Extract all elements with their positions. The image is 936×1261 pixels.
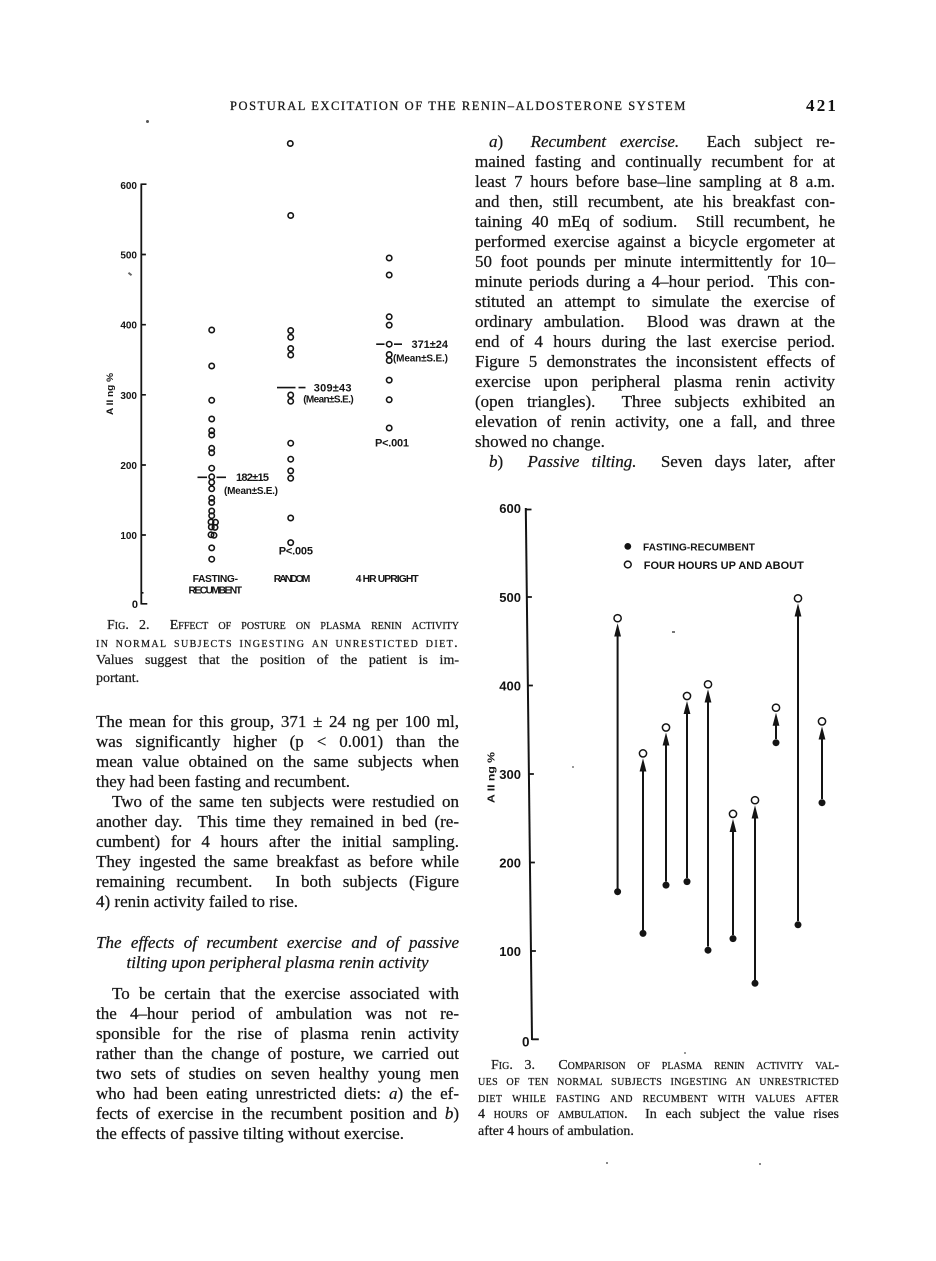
svg-text:FOUR HOURS UP AND ABOUT: FOUR HOURS UP AND ABOUT bbox=[644, 560, 804, 572]
svg-text:4 HR UPRIGHT: 4 HR UPRIGHT bbox=[356, 574, 420, 585]
svg-text:300: 300 bbox=[120, 391, 137, 402]
svg-text:300: 300 bbox=[499, 767, 521, 782]
svg-text:600: 600 bbox=[120, 181, 137, 192]
svg-text:RANDOM: RANDOM bbox=[274, 574, 311, 585]
svg-text:400: 400 bbox=[120, 321, 137, 332]
svg-text:(Mean±S.E.): (Mean±S.E.) bbox=[393, 354, 448, 365]
svg-text:500: 500 bbox=[120, 251, 137, 262]
svg-text:RECUMBENT: RECUMBENT bbox=[189, 586, 243, 597]
svg-text:309±43: 309±43 bbox=[314, 383, 352, 395]
svg-text:(Mean±S.E.): (Mean±S.E.) bbox=[224, 486, 278, 497]
svg-text:FASTING-: FASTING- bbox=[193, 574, 239, 585]
svg-text:0: 0 bbox=[132, 599, 138, 611]
svg-text:P<.001: P<.001 bbox=[375, 438, 409, 450]
svg-text:P<.005: P<.005 bbox=[279, 546, 313, 558]
svg-text:100: 100 bbox=[120, 531, 137, 542]
svg-text:0: 0 bbox=[522, 1035, 530, 1050]
svg-text:200: 200 bbox=[120, 461, 137, 472]
svg-text:400: 400 bbox=[499, 679, 521, 694]
svg-text:600: 600 bbox=[499, 501, 521, 516]
svg-text:A II ng %: A II ng % bbox=[486, 751, 498, 803]
svg-text:200: 200 bbox=[499, 856, 521, 871]
svg-text:(Mean±S.E.): (Mean±S.E.) bbox=[303, 395, 354, 406]
svg-text:FASTING-RECUMBENT: FASTING-RECUMBENT bbox=[643, 542, 756, 554]
svg-text:371±24: 371±24 bbox=[412, 339, 449, 351]
svg-text:100: 100 bbox=[499, 944, 521, 959]
svg-text:182±15: 182±15 bbox=[236, 472, 269, 484]
svg-text:500: 500 bbox=[499, 590, 521, 605]
svg-text:A II ng %: A II ng % bbox=[105, 372, 116, 415]
